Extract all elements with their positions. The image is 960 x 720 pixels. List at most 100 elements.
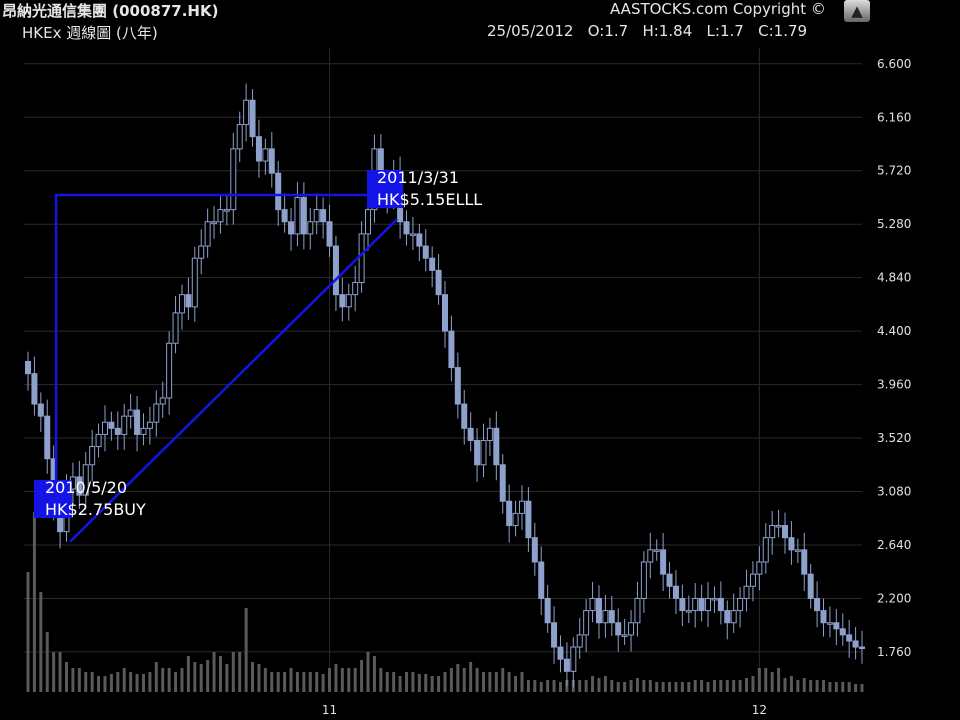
candle [236, 111, 243, 162]
volume-bars [26, 512, 864, 692]
volume-bar [109, 674, 113, 692]
volume-bar [161, 668, 165, 692]
candle [595, 585, 602, 639]
candle-body [525, 500, 532, 539]
candle-body [782, 525, 789, 539]
candle-body [448, 330, 455, 369]
candle [249, 89, 256, 147]
chart-subtitle: HKEx 週線圖 (八年) [22, 24, 158, 42]
candle-body [44, 415, 51, 460]
y-tick-label: 3.520 [877, 431, 911, 445]
buy-annotation: 2010/5/20 HK$2.75BUY [45, 477, 146, 521]
candle [326, 204, 333, 257]
candle [756, 546, 763, 591]
candle [839, 613, 846, 646]
volume-bar [90, 672, 94, 692]
candle [140, 413, 147, 446]
candle [275, 161, 282, 226]
candle-body [486, 427, 493, 441]
candle [846, 619, 853, 658]
volume-bar [218, 656, 222, 692]
candle-body [358, 233, 365, 284]
candle-body [442, 294, 448, 332]
candle-body [640, 561, 647, 599]
candle [538, 546, 545, 616]
volume-bar [174, 672, 178, 692]
volume-bar [469, 662, 473, 692]
volume-bar [135, 674, 139, 692]
y-tick-label: 6.160 [877, 110, 911, 124]
candle-body [518, 500, 525, 514]
volume-bar [244, 608, 248, 692]
candle [268, 131, 275, 188]
volume-bar [122, 668, 126, 692]
candle-body [429, 257, 436, 271]
volume-bar [398, 676, 402, 692]
candle [724, 600, 731, 640]
candle [294, 182, 301, 247]
candle [95, 423, 102, 458]
candle [615, 608, 622, 652]
candle-body [332, 245, 339, 296]
volume-bar [116, 672, 120, 692]
volume-bar [64, 662, 68, 692]
candle [634, 581, 641, 637]
volume-bar [603, 676, 607, 692]
candle-body [820, 610, 827, 624]
candle [692, 583, 699, 628]
volume-bar [539, 682, 543, 692]
candle [198, 229, 205, 275]
candle-body [621, 634, 628, 637]
candle-body [563, 658, 570, 672]
candle-body [499, 464, 506, 502]
candle-body [339, 294, 346, 308]
volume-bar [238, 652, 242, 692]
volume-bar [860, 684, 864, 692]
y-axis-tick-labels: 1.760 2.200 2.640 3.080 3.520 3.960 4.400 4.840… [877, 57, 911, 659]
volume-bar [231, 652, 235, 692]
sell-annotation: 2011/3/31 HK$5.15ELLL [377, 167, 482, 211]
candle [570, 637, 577, 688]
candle [114, 411, 121, 450]
volume-bar [186, 656, 190, 692]
volume-bar [802, 678, 806, 692]
volume-bar [783, 678, 787, 692]
candle-body [698, 597, 705, 612]
candle [211, 206, 218, 239]
candle [685, 595, 692, 624]
candle-body [121, 415, 128, 435]
volume-bar [693, 680, 697, 692]
candle-body [365, 209, 372, 235]
candle-body [159, 397, 166, 405]
volume-bar [738, 680, 742, 692]
volume-bar [514, 676, 518, 692]
candle [544, 585, 551, 633]
candle-body [749, 573, 756, 587]
volume-bar [154, 662, 158, 692]
volume-bar [642, 680, 646, 692]
volume-bar [392, 672, 396, 692]
candle [743, 569, 750, 612]
candle [89, 429, 96, 482]
aastocks-logo-icon: ▲ [844, 0, 870, 22]
candle [737, 587, 744, 628]
candle-body [602, 610, 609, 624]
sell-date: 2011/3/31 [377, 168, 460, 187]
candle [672, 570, 679, 614]
volume-bar [411, 672, 415, 692]
y-tick-label: 6.600 [877, 57, 911, 71]
candle [486, 417, 493, 457]
candle [217, 195, 224, 234]
volume-bar [257, 664, 261, 692]
candle-body [31, 373, 38, 405]
candle [332, 235, 339, 312]
candle [454, 352, 461, 419]
x-axis-tick-labels: 11 12 [322, 703, 767, 717]
y-tick-label: 2.640 [877, 538, 911, 552]
candle-body [846, 634, 853, 642]
candle-body [223, 209, 230, 212]
candle [698, 584, 705, 622]
volume-bar [97, 676, 101, 692]
y-tick-label: 5.280 [877, 217, 911, 231]
volume-bar [610, 680, 614, 692]
